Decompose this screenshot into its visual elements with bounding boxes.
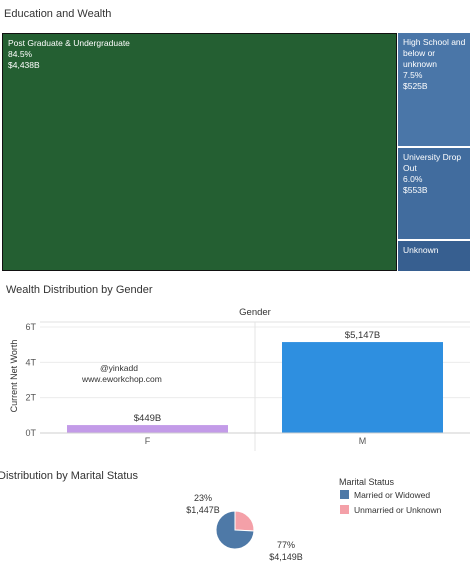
pie-label-married-percent: 77% [277,540,295,550]
legend-label-unmarried[interactable]: Unmarried or Unknown [354,505,442,515]
gender-bars: $449B $5,147B [67,330,443,433]
pie-label-married-value: $4,149B [269,552,303,562]
pie-slice-unmarried[interactable] [234,510,255,532]
y-tick-label: 0T [25,428,36,438]
gender-yticks: 0T 2T 4T 6T [25,322,36,438]
tile-label: University Drop Out [403,152,462,173]
pie-slice-married[interactable] [215,510,255,550]
y-tick-label: 6T [25,322,36,332]
y-axis-label: Current Net Worth [9,340,19,413]
legend-label-married[interactable]: Married or Widowed [354,490,430,500]
legend-swatch-married [340,490,349,499]
gender-header: Gender [239,307,271,318]
tile-percent: 84.5% [8,49,33,59]
pie-slices [215,510,255,550]
x-tick-label: M [359,436,367,446]
tile-percent: 7.5% [403,70,423,80]
treemap-tile-highschool[interactable]: High School and below or unknown 7.5% $5… [398,33,470,146]
tile-value: $553B [403,185,428,195]
legend-title: Marital Status [339,478,395,487]
pie-label-unmarried-percent: 23% [194,493,212,503]
bar-f[interactable] [67,425,228,433]
tile-label: Unknown [403,245,439,255]
treemap-title: Education and Wealth [4,8,112,20]
legend-swatch-unmarried [340,505,349,514]
bar-m[interactable] [282,342,443,433]
marital-pie-chart: 23% $1,447B 77% $4,149B Marital Status M… [186,478,442,562]
treemap: Post Graduate & Undergraduate 84.5% $4,4… [2,33,470,271]
tile-value: $4,438B [8,60,40,70]
bar-value-label: $5,147B [345,330,380,341]
y-tick-label: 2T [25,393,36,403]
tile-percent: 6.0% [403,174,423,184]
treemap-tile-university-dropout[interactable]: University Drop Out 6.0% $553B [398,147,470,239]
x-tick-label: F [145,436,151,446]
gender-chart-title: Wealth Distribution by Gender [6,284,153,296]
treemap-tile-postgraduate[interactable]: Post Graduate & Undergraduate 84.5% $4,4… [2,33,397,271]
tile-value: $525B [403,81,428,91]
watermark-handle: @yinkadd [100,363,138,373]
treemap-tile-unknown[interactable]: Unknown [398,240,470,271]
bar-value-label: $449B [134,413,161,424]
marital-title: Distribution by Marital Status [0,470,138,482]
tile-label: High School and below or unknown [403,37,466,69]
tile-label: Post Graduate & Undergraduate [8,38,130,48]
pie-label-unmarried-value: $1,447B [186,505,220,515]
y-tick-label: 4T [25,357,36,367]
watermark-url: www.eworkchop.com [81,374,162,384]
